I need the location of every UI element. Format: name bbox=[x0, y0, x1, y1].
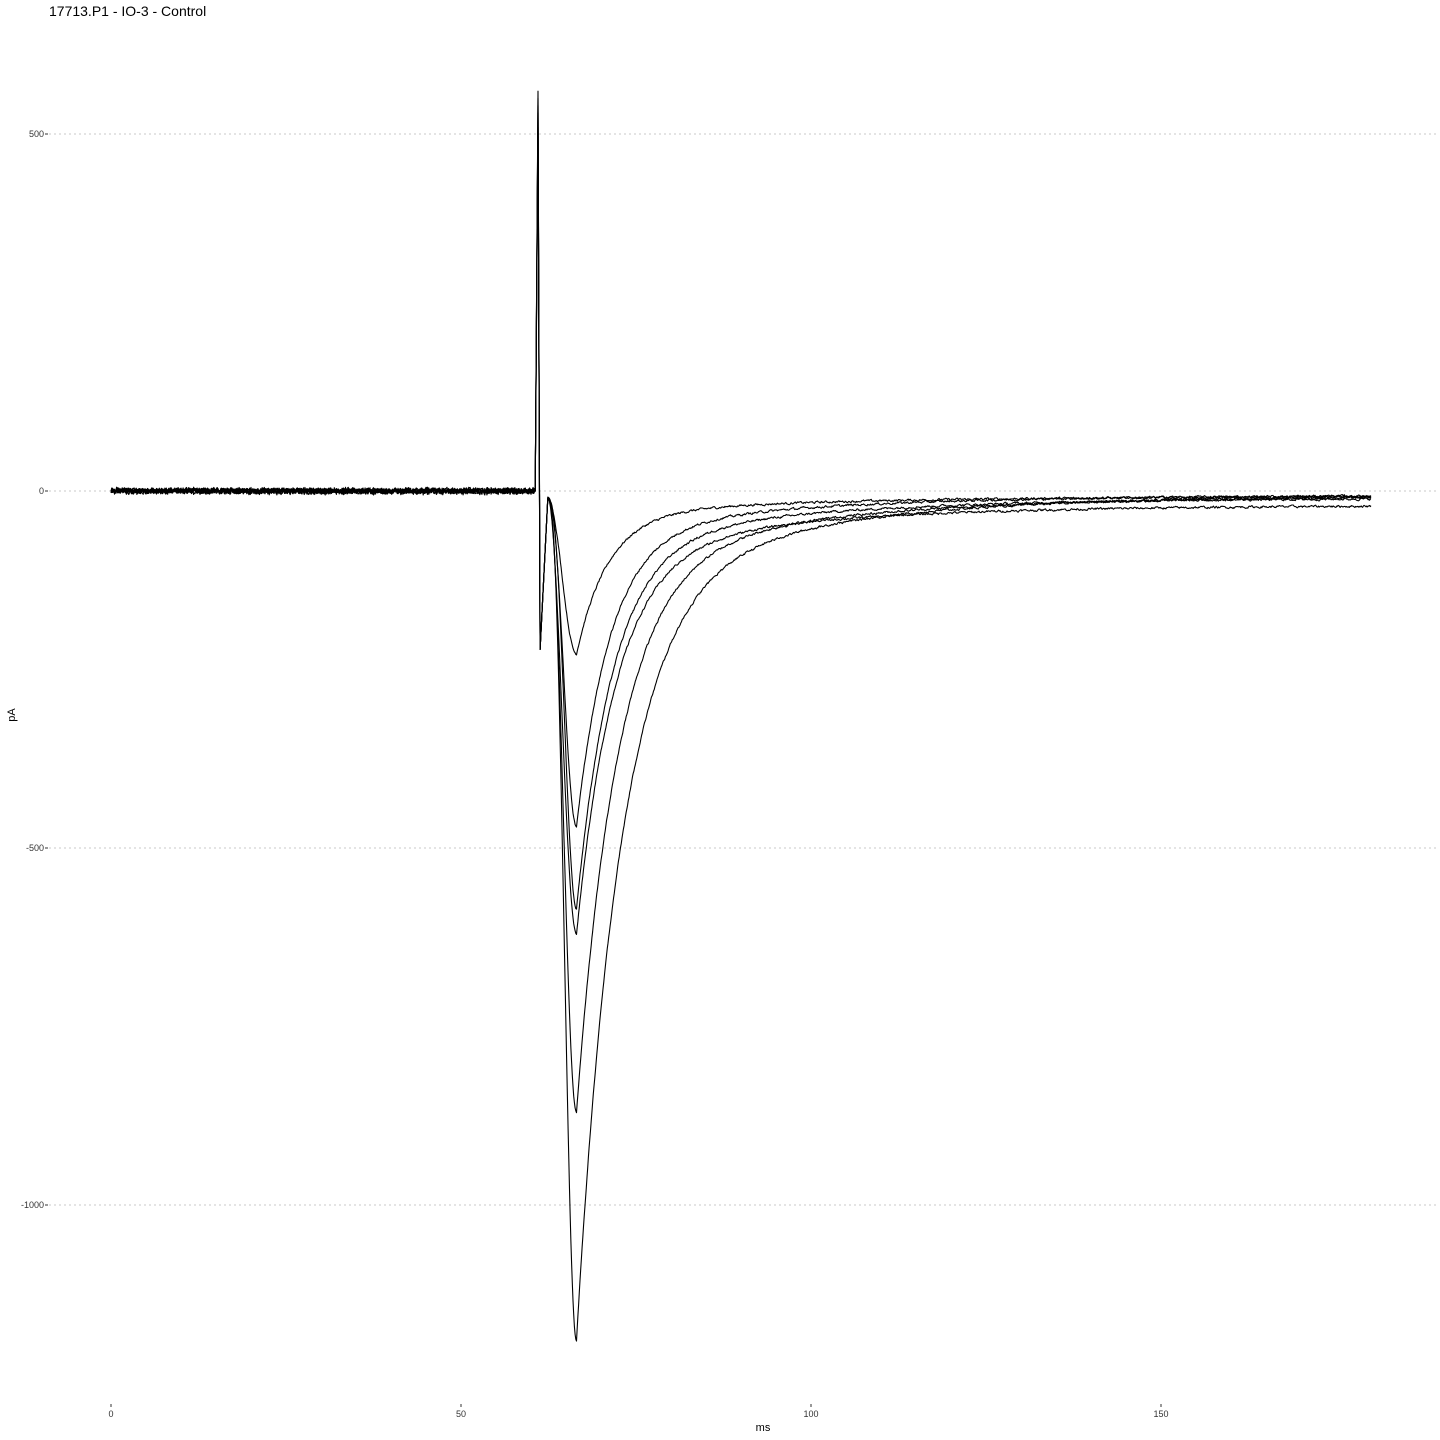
x-tick-label: 150 bbox=[1153, 1409, 1168, 1419]
y-axis-label: pA bbox=[6, 708, 18, 722]
series-traces bbox=[110, 90, 1372, 1342]
series-trace-2 bbox=[110, 97, 1372, 828]
y-tick-label: -1000 bbox=[21, 1200, 44, 1210]
series-trace-6 bbox=[110, 126, 1372, 1342]
x-tick-label: 0 bbox=[108, 1409, 113, 1419]
axis-ticks: -1000 -500 0 500 0 50 100 150 bbox=[21, 129, 1169, 1419]
chart-title: 17713.P1 - IO-3 - Control bbox=[49, 3, 207, 19]
y-tick-label: 500 bbox=[29, 129, 44, 139]
series-trace-5 bbox=[110, 119, 1372, 1114]
x-axis-label: ms bbox=[756, 1422, 771, 1434]
x-tick-label: 50 bbox=[456, 1409, 466, 1419]
series-trace-1 bbox=[110, 90, 1372, 656]
y-tick-label: 0 bbox=[39, 486, 44, 496]
x-tick-label: 100 bbox=[803, 1409, 818, 1419]
grid-lines bbox=[49, 133, 1437, 1206]
y-tick-label: -500 bbox=[26, 843, 44, 853]
